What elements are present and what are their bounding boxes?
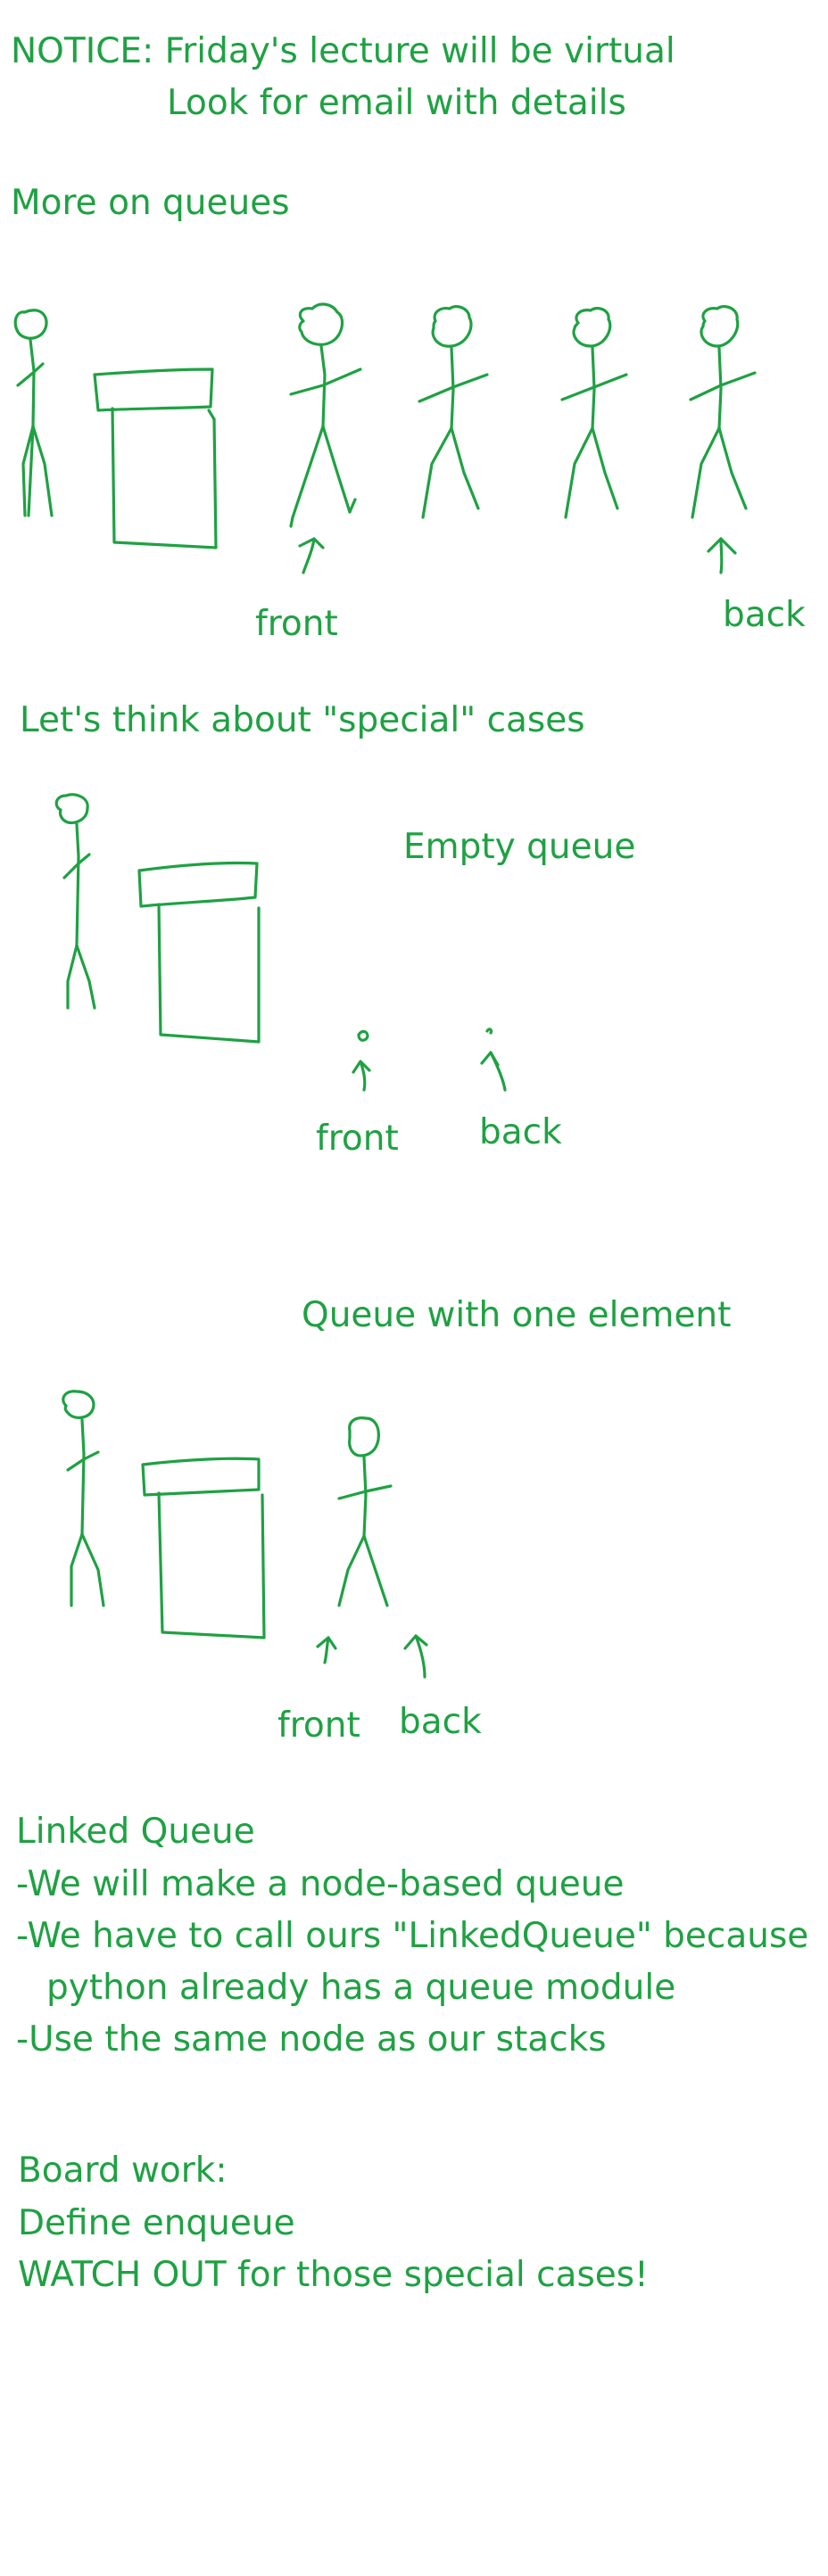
person-3 — [560, 307, 628, 519]
empty-queue-back-label: back — [479, 1112, 562, 1152]
person-2 — [418, 305, 489, 519]
one-cashier-figure — [62, 1390, 105, 1607]
label-front: front — [255, 604, 338, 644]
one-element-title: Queue with one element — [302, 1295, 732, 1335]
linked-queue-bullet-4: -Use the same node as our stacks — [16, 2019, 607, 2060]
empty-counter-desk — [137, 861, 261, 1044]
board-work-line-2: WATCH OUT for those special cases! — [18, 2255, 649, 2295]
notice-line-2: Look for email with details — [167, 83, 626, 123]
front-null-pointer — [352, 1029, 371, 1092]
front-arrow — [298, 537, 325, 574]
board-work-title: Board work: — [18, 2151, 228, 2191]
empty-cashier-figure — [54, 793, 96, 1010]
one-person-figure — [337, 1416, 393, 1607]
one-counter-desk — [141, 1457, 266, 1639]
empty-queue-title: Empty queue — [403, 827, 636, 867]
linked-queue-bullet-1: -We will make a node-based queue — [16, 1864, 625, 1904]
notice-line-1: NOTICE: Friday's lecture will be virtual — [11, 31, 675, 71]
one-back-arrow — [403, 1634, 428, 1679]
back-arrow — [707, 537, 737, 574]
heading-special-cases: Let's think about "special" cases — [20, 700, 585, 740]
linked-queue-bullet-2: -We have to call ours "LinkedQueue" beca… — [16, 1916, 809, 1956]
board-work-line-1: Define enqueue — [18, 2203, 295, 2243]
label-back: back — [723, 595, 806, 635]
cashier-figure — [13, 309, 54, 517]
back-null-pointer — [480, 1028, 507, 1092]
person-1-front — [289, 302, 362, 528]
person-4-back — [689, 305, 757, 519]
linked-queue-bullet-3: python already has a queue module — [46, 1968, 676, 2008]
linked-queue-title: Linked Queue — [16, 1812, 255, 1852]
heading-more-on-queues: More on queues — [11, 183, 290, 223]
one-front-arrow — [316, 1636, 337, 1664]
one-element-back-label: back — [399, 1702, 482, 1742]
one-element-front-label: front — [277, 1705, 360, 1746]
counter-desk — [93, 367, 218, 549]
empty-queue-front-label: front — [316, 1119, 399, 1159]
